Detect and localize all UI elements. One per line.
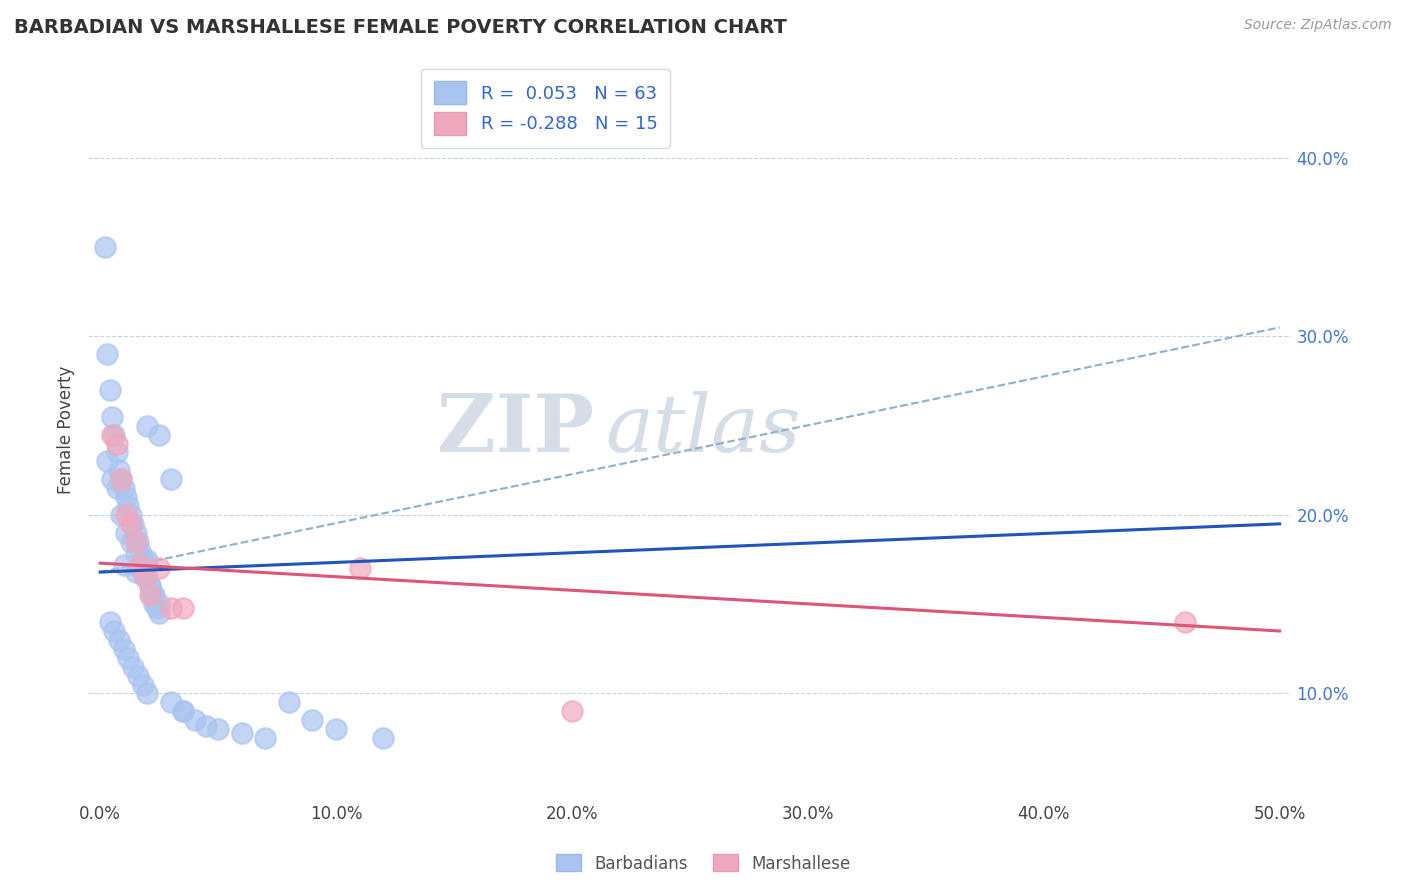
Point	[172, 600, 194, 615]
Point	[373, 731, 395, 745]
Point	[349, 561, 371, 575]
Text: Source: ZipAtlas.com: Source: ZipAtlas.com	[1244, 18, 1392, 32]
Point	[131, 552, 153, 566]
Point	[136, 418, 159, 433]
Point	[254, 731, 277, 745]
Point	[122, 516, 145, 531]
Point	[561, 704, 583, 718]
Text: atlas: atlas	[606, 392, 801, 469]
Point	[117, 650, 139, 665]
Point	[138, 579, 160, 593]
Point	[172, 704, 194, 718]
Point	[127, 534, 149, 549]
Point	[325, 722, 347, 736]
Point	[1174, 615, 1197, 629]
Point	[160, 695, 183, 709]
Point	[112, 558, 135, 572]
Point	[301, 713, 323, 727]
Point	[131, 677, 153, 691]
Point	[143, 588, 166, 602]
Point	[148, 606, 170, 620]
Point	[124, 525, 146, 540]
Point	[127, 668, 149, 682]
Point	[129, 543, 152, 558]
Point	[98, 383, 121, 397]
Text: ZIP: ZIP	[437, 391, 593, 469]
Point	[129, 561, 152, 575]
Point	[134, 570, 156, 584]
Legend: R =  0.053   N = 63, R = -0.288   N = 15: R = 0.053 N = 63, R = -0.288 N = 15	[420, 69, 671, 147]
Point	[103, 427, 125, 442]
Point	[136, 552, 159, 566]
Point	[124, 565, 146, 579]
Point	[138, 579, 160, 593]
Point	[110, 472, 132, 486]
Point	[148, 427, 170, 442]
Point	[115, 508, 138, 522]
Point	[172, 704, 194, 718]
Point	[120, 516, 142, 531]
Point	[112, 481, 135, 495]
Point	[120, 508, 142, 522]
Point	[110, 472, 132, 486]
Point	[101, 427, 124, 442]
Point	[160, 600, 183, 615]
Point	[195, 718, 218, 732]
Point	[108, 632, 131, 647]
Point	[110, 508, 132, 522]
Point	[108, 463, 131, 477]
Point	[146, 600, 169, 615]
Point	[134, 561, 156, 575]
Legend: Barbadians, Marshallese: Barbadians, Marshallese	[550, 847, 856, 880]
Text: BARBADIAN VS MARSHALLESE FEMALE POVERTY CORRELATION CHART: BARBADIAN VS MARSHALLESE FEMALE POVERTY …	[14, 18, 787, 37]
Point	[98, 615, 121, 629]
Point	[112, 641, 135, 656]
Point	[148, 561, 170, 575]
Point	[96, 454, 118, 468]
Point	[96, 347, 118, 361]
Point	[138, 588, 160, 602]
Point	[231, 725, 253, 739]
Point	[143, 597, 166, 611]
Point	[277, 695, 299, 709]
Point	[115, 525, 138, 540]
Point	[120, 534, 142, 549]
Point	[129, 558, 152, 572]
Point	[101, 409, 124, 424]
Point	[207, 722, 229, 736]
Point	[134, 570, 156, 584]
Point	[160, 472, 183, 486]
Point	[141, 588, 163, 602]
Point	[136, 686, 159, 700]
Point	[124, 534, 146, 549]
Y-axis label: Female Poverty: Female Poverty	[58, 366, 75, 494]
Point	[115, 490, 138, 504]
Point	[103, 624, 125, 638]
Point	[148, 597, 170, 611]
Point	[136, 570, 159, 584]
Point	[105, 445, 128, 459]
Point	[117, 499, 139, 513]
Point	[94, 240, 117, 254]
Point	[101, 472, 124, 486]
Point	[105, 436, 128, 450]
Point	[124, 547, 146, 561]
Point	[105, 481, 128, 495]
Point	[122, 659, 145, 673]
Point	[183, 713, 205, 727]
